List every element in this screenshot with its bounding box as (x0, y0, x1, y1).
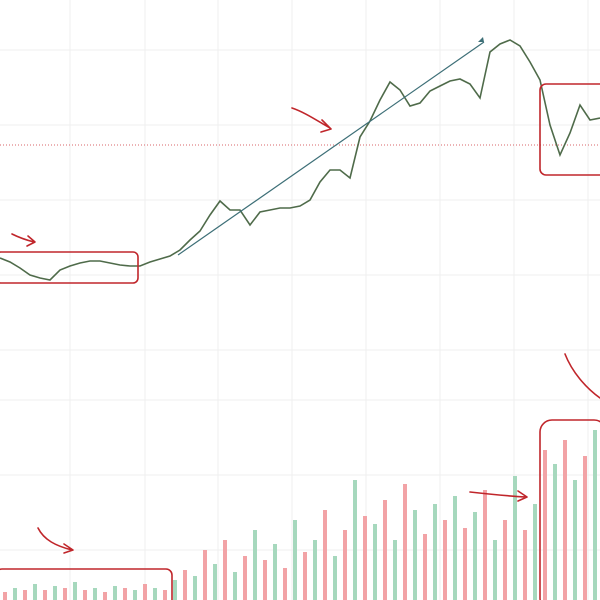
volume-bar (213, 564, 217, 600)
volume-bar (373, 524, 377, 600)
volume-bar (543, 450, 547, 600)
volume-bar (233, 572, 237, 600)
volume-bar (523, 530, 527, 600)
trend-arrowhead (478, 37, 484, 42)
volume-bar (23, 590, 27, 600)
volume-bar (503, 520, 507, 600)
volume-bar (103, 592, 107, 600)
annotation-box (539, 83, 600, 176)
annotation-arrow (291, 107, 332, 133)
volume-bar (33, 584, 37, 600)
price-series (0, 39, 600, 281)
volume-bar (13, 588, 17, 600)
volume-bar (583, 456, 587, 600)
annotation-box (0, 568, 173, 600)
volume-bar (413, 510, 417, 600)
volume-bar (43, 590, 47, 600)
volume-bar (193, 576, 197, 600)
volume-bar (253, 530, 257, 600)
trend-arrow (177, 41, 485, 256)
volume-bar (443, 520, 447, 600)
volume-bar (273, 544, 277, 600)
volume-bar (493, 540, 497, 600)
annotation-arrow (469, 490, 528, 502)
volume-bar (563, 440, 567, 600)
volume-bar (333, 556, 337, 600)
volume-bar (283, 568, 287, 600)
volume-bars (3, 430, 597, 600)
volume-bar (153, 588, 157, 600)
volume-bar (293, 520, 297, 600)
volume-bar (343, 530, 347, 600)
volume-bar (463, 528, 467, 600)
volume-bar (173, 580, 177, 600)
volume-bar (63, 588, 67, 600)
volume-bar (453, 496, 457, 600)
volume-bar (243, 556, 247, 600)
volume-bar (383, 500, 387, 600)
volume-bar (53, 586, 57, 600)
volume-bar (263, 560, 267, 600)
volume-bar (403, 484, 407, 600)
volume-bar (433, 504, 437, 600)
volume-bar (473, 512, 477, 600)
price-line-series (0, 39, 600, 281)
annotation-arrow (564, 353, 600, 399)
volume-bar (483, 490, 487, 600)
volume-bar (353, 480, 357, 600)
volume-bar (93, 588, 97, 600)
volume-bar (73, 582, 77, 600)
volume-bar (203, 550, 207, 600)
volume-bar (573, 480, 577, 600)
volume-bar (513, 476, 517, 600)
volume-bar (3, 592, 7, 600)
annotation-arrow (11, 233, 36, 247)
volume-bar (533, 504, 537, 600)
annotation-box (0, 251, 139, 284)
volume-bar (553, 464, 557, 600)
annotation-arrow (37, 527, 74, 554)
volume-bar (143, 584, 147, 600)
volume-bar (363, 516, 367, 600)
volume-bar (113, 586, 117, 600)
volume-bar (183, 570, 187, 600)
volume-bar (223, 540, 227, 600)
volume-bar (83, 590, 87, 600)
annotation-box (539, 419, 600, 600)
volume-bar (323, 510, 327, 600)
volume-bar (133, 590, 137, 600)
volume-bar (313, 540, 317, 600)
volume-bar (123, 588, 127, 600)
volume-bar (593, 430, 597, 600)
volume-bar (303, 552, 307, 600)
volume-bar (393, 540, 397, 600)
volume-bar (423, 534, 427, 600)
annotations (0, 83, 600, 600)
volume-bar (163, 590, 167, 600)
